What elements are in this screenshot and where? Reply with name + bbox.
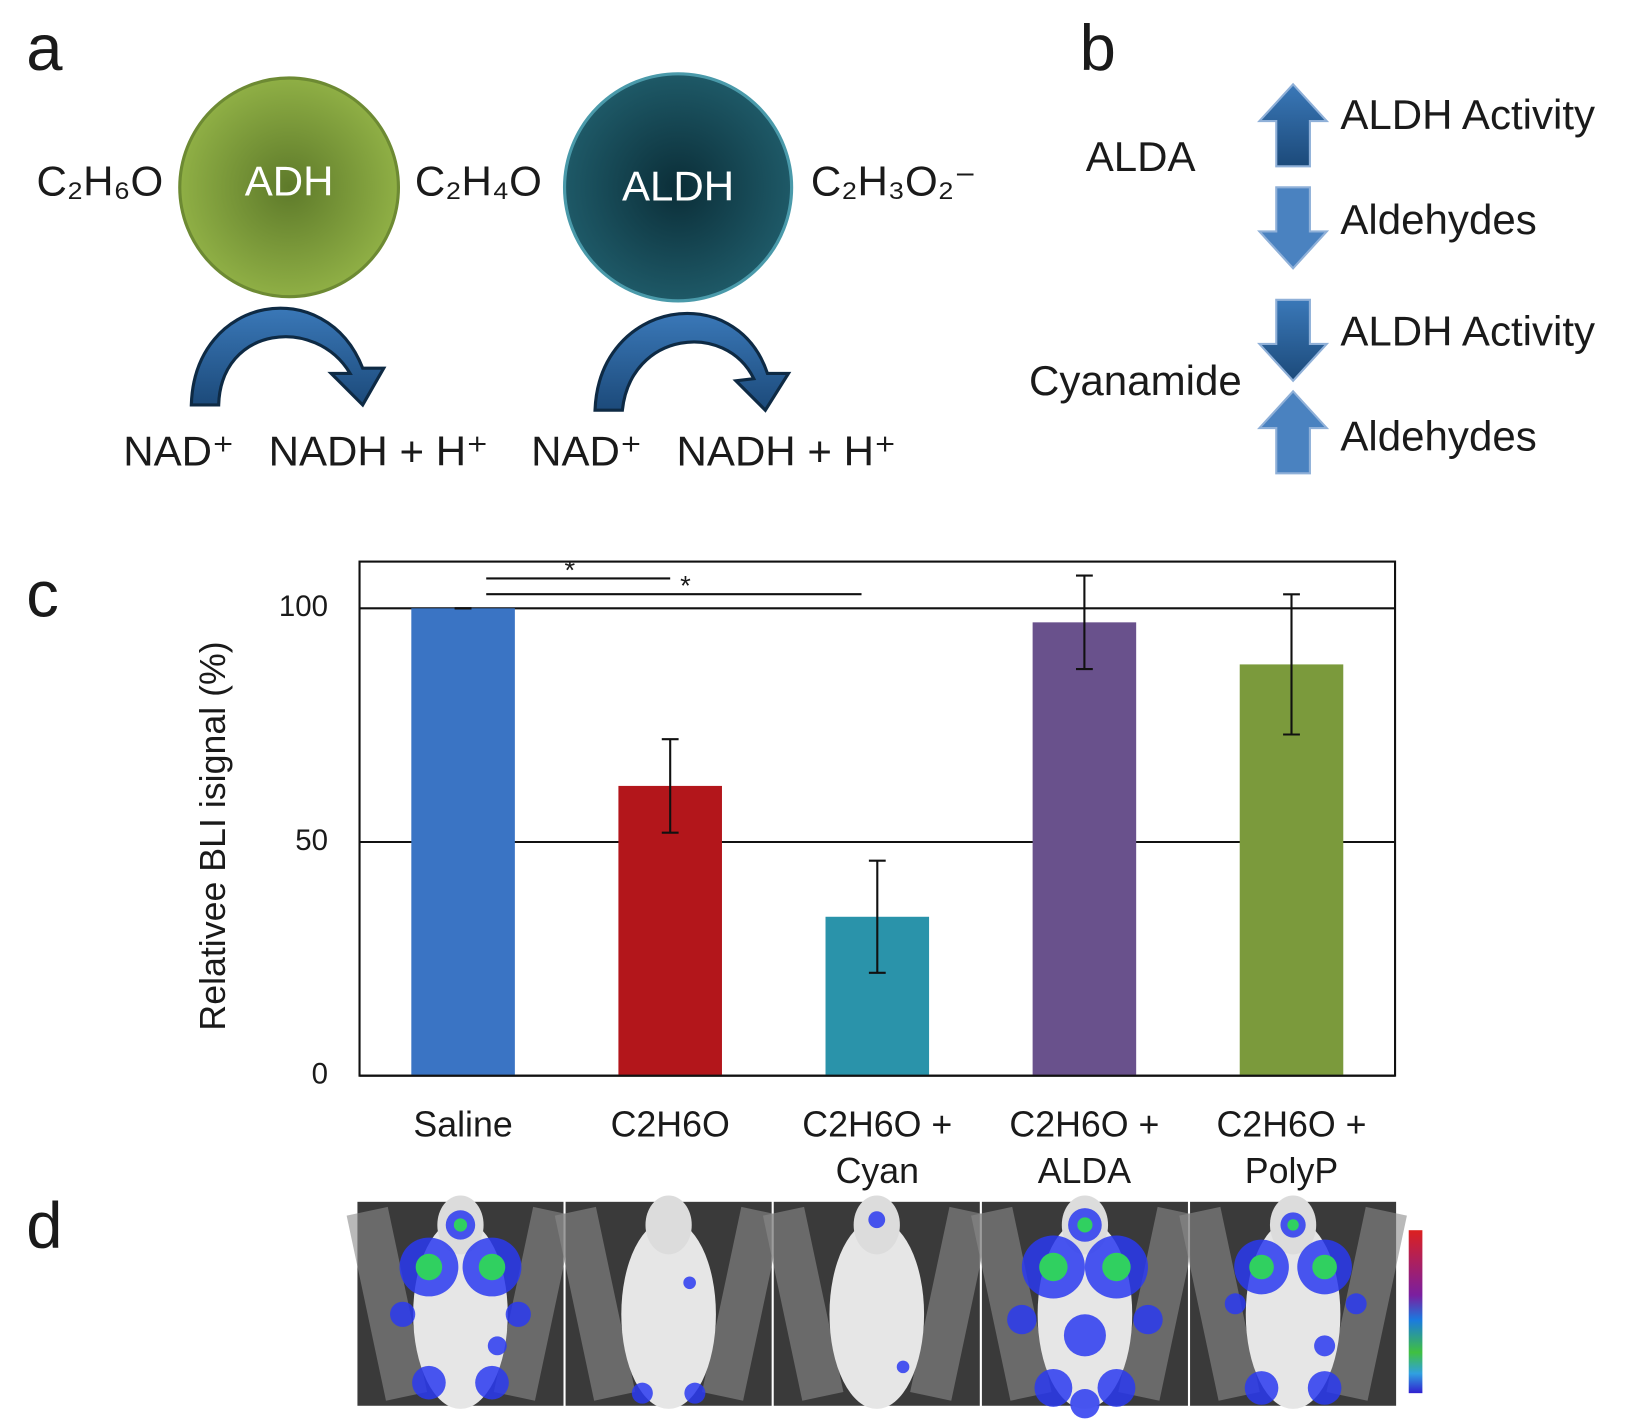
cofactor: NAD⁺ <box>123 427 234 474</box>
tape <box>346 1206 428 1401</box>
error-bar <box>661 738 679 834</box>
enzyme-label: ALDH <box>622 163 734 210</box>
enzyme-circle <box>178 76 401 299</box>
down-arrow <box>1257 186 1330 270</box>
effect: ALDH Activity <box>1340 308 1595 355</box>
panel-label: a <box>26 11 63 84</box>
x-tick-label: C2H6O + Cyan <box>802 1105 953 1192</box>
bli-signal <box>684 1382 706 1404</box>
bli-signal-core <box>453 1218 468 1232</box>
enzyme-label: ADH <box>245 157 334 204</box>
tape <box>1118 1206 1199 1401</box>
significance-label: * <box>680 570 691 601</box>
bli-signal <box>1224 1293 1246 1315</box>
molecule: C₂H₄O <box>415 157 542 204</box>
x-tick-label-box: C2H6O + ALDA <box>1009 1105 1160 1192</box>
molecule: C₂H₃O₂⁻ <box>811 157 976 204</box>
bli-signal <box>1307 1371 1342 1405</box>
bli-signal-core <box>1077 1217 1093 1233</box>
plot-frame <box>358 560 1397 1077</box>
bar <box>618 785 722 1076</box>
bli-signal <box>390 1301 416 1327</box>
x-tick-label-box: Saline <box>413 1105 513 1146</box>
effect: Aldehydes <box>1340 196 1536 243</box>
tape <box>493 1206 575 1401</box>
bli-signal <box>1345 1293 1367 1315</box>
y-axis-title: Relativee BLI isignal (%) <box>193 641 233 1030</box>
tape <box>971 1206 1052 1401</box>
bli-signal <box>868 1211 886 1229</box>
up-arrow <box>1257 389 1330 475</box>
color-scale <box>1408 1230 1423 1394</box>
x-tick-label-box: C2H6O <box>610 1105 730 1146</box>
x-tick-label-box: C2H6O + Cyan <box>802 1105 953 1192</box>
mouse-body <box>621 1219 716 1409</box>
x-tick-label: C2H6O + PolyP <box>1216 1105 1367 1192</box>
bli-signal <box>487 1336 507 1356</box>
bli-signal <box>505 1301 531 1327</box>
bli-signal-core <box>415 1253 443 1281</box>
tape <box>554 1206 636 1401</box>
bli-signal <box>1244 1371 1279 1405</box>
cofactor: NADH + H⁺ <box>677 427 897 474</box>
reaction-arrow <box>189 306 387 408</box>
bli-signal <box>1063 1314 1106 1357</box>
tape <box>1179 1206 1260 1401</box>
bar-chart: 0 50 100 Saline C2H6O C2H6O + Cyan C2H6O + ALD… <box>279 554 1397 1192</box>
mouse-head <box>645 1195 692 1255</box>
y-tick-label: 100 <box>279 590 328 623</box>
bli-signal <box>1133 1304 1163 1335</box>
bli-signal <box>475 1365 509 1400</box>
bli-signal <box>1034 1368 1073 1407</box>
y-tick-label: 0 <box>312 1057 328 1090</box>
down-arrow <box>1257 298 1330 383</box>
up-arrow <box>1257 82 1330 168</box>
bli-signal <box>412 1365 446 1400</box>
effect: ALDH Activity <box>1340 91 1595 138</box>
x-tick-label: C2H6O <box>610 1105 730 1146</box>
bli-signal-core <box>1312 1254 1337 1280</box>
bli-images <box>346 1195 1407 1419</box>
tape <box>910 1206 991 1401</box>
cofactor: NADH + H⁺ <box>269 427 489 474</box>
panel-label: d <box>26 1188 62 1261</box>
bli-signal <box>1097 1368 1136 1407</box>
molecule: C₂H₆O <box>37 157 164 204</box>
error-bar <box>1283 593 1300 736</box>
panel-label: c <box>26 558 59 631</box>
significance-label: * <box>564 554 575 585</box>
cofactor: NAD⁺ <box>531 427 642 474</box>
bli-signal <box>631 1382 653 1404</box>
y-tick-label: 50 <box>295 824 328 857</box>
x-tick-label-box: C2H6O + PolyP <box>1216 1105 1367 1192</box>
tape <box>762 1206 844 1401</box>
bli-signal <box>1314 1335 1336 1357</box>
x-tick-label: C2H6O + ALDA <box>1009 1105 1160 1192</box>
bar <box>411 608 515 1076</box>
bli-signal-core <box>478 1253 506 1281</box>
bli-signal-core <box>1249 1254 1274 1280</box>
error-bar <box>868 859 886 974</box>
bli-signal-core <box>1039 1252 1068 1282</box>
agent: ALDA <box>1086 133 1196 180</box>
tape <box>701 1206 783 1401</box>
bli-signal <box>683 1276 696 1290</box>
bli-signal-core <box>1287 1219 1299 1231</box>
bli-signal-core <box>1102 1252 1131 1282</box>
bli-signal <box>1070 1388 1100 1419</box>
bli-signal <box>1007 1304 1037 1335</box>
enzyme-circle <box>562 72 794 303</box>
x-tick-label: Saline <box>413 1105 513 1146</box>
reaction-arrow <box>593 311 792 413</box>
effect: Aldehydes <box>1340 413 1536 460</box>
panel-label: b <box>1080 11 1116 84</box>
agent: Cyanamide <box>1029 357 1242 404</box>
error-bar <box>1075 574 1093 671</box>
bli-signal <box>896 1360 910 1374</box>
bar <box>1032 622 1137 1076</box>
